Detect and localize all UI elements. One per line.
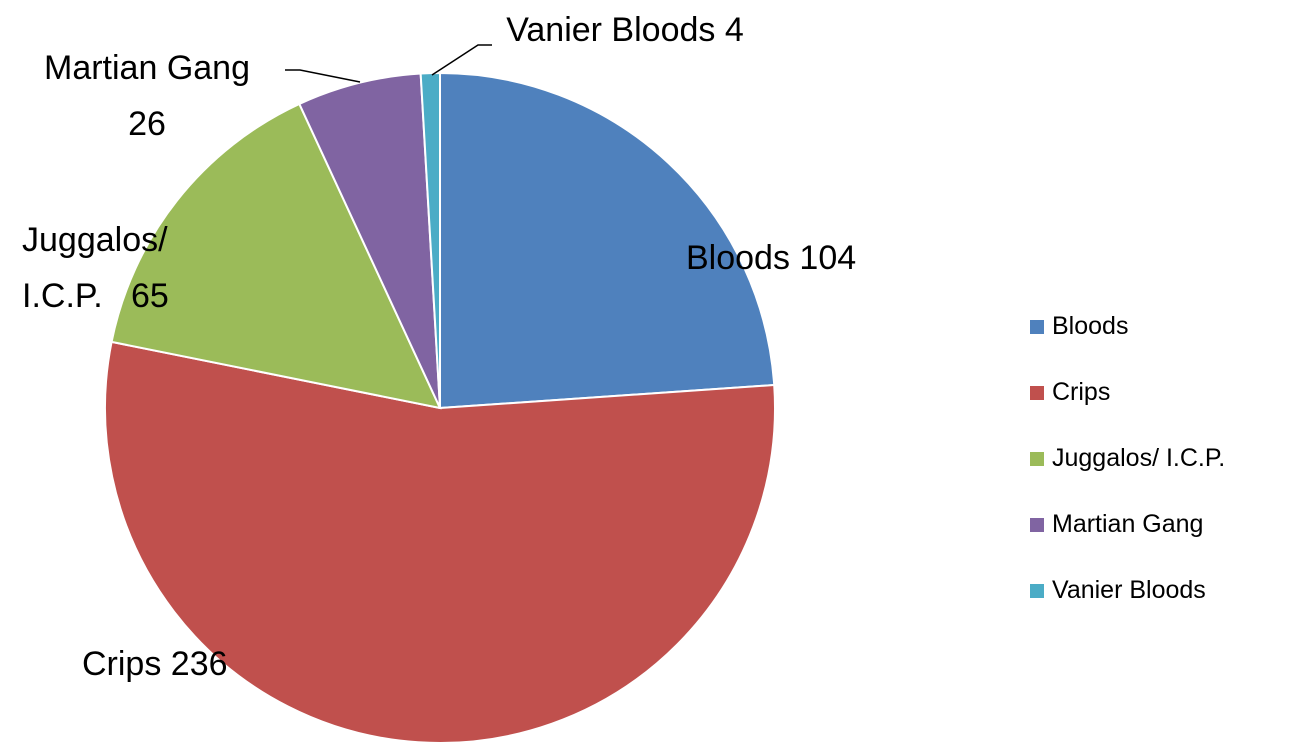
legend-swatch [1030,517,1044,532]
legend-swatch [1030,583,1044,598]
data-label-value: 104 [799,239,857,277]
leader-line [431,44,492,76]
data-label-name: Juggalos/ I.C.P. [22,221,168,315]
legend-entry: Juggalos/ I.C.P. [1030,444,1225,473]
legend-entry: Bloods [1030,312,1128,341]
data-label: Bloods 104 [686,230,946,286]
legend-entry: Crips [1030,378,1110,407]
data-label: Martian Gang 26 [22,40,272,152]
data-label: Juggalos/ I.C.P. 65 [22,212,212,324]
data-label-value: 4 [724,11,744,49]
pie-slice [110,102,442,410]
data-label-name: Bloods [686,239,790,277]
data-label: Crips 236 [82,636,342,692]
legend-swatch [1030,451,1044,466]
pie-slice [104,340,776,744]
pie-slice [298,72,441,409]
data-label-name: Martian Gang [44,49,250,87]
legend-label: Vanier Bloods [1052,576,1206,604]
legend-label: Martian Gang [1052,510,1204,538]
legend-label: Bloods [1052,312,1129,340]
pie-slice [439,71,776,410]
data-label-value: 65 [130,277,169,315]
legend-entry: Martian Gang [1030,510,1203,539]
legend-label: Crips [1052,378,1111,406]
data-label-value: 26 [128,105,166,143]
data-label-name: Crips [82,645,162,683]
legend-swatch [1030,319,1044,334]
leader-line [285,69,361,83]
legend-label: Juggalos/ I.C.P. [1052,444,1226,472]
data-label: Vanier Bloods 4 [500,2,750,58]
legend-entry: Vanier Bloods [1030,576,1206,605]
legend-swatch [1030,385,1044,400]
data-label-name: Vanier Bloods [506,11,716,49]
pie-slice [419,71,441,409]
data-label-value: 236 [170,645,228,683]
